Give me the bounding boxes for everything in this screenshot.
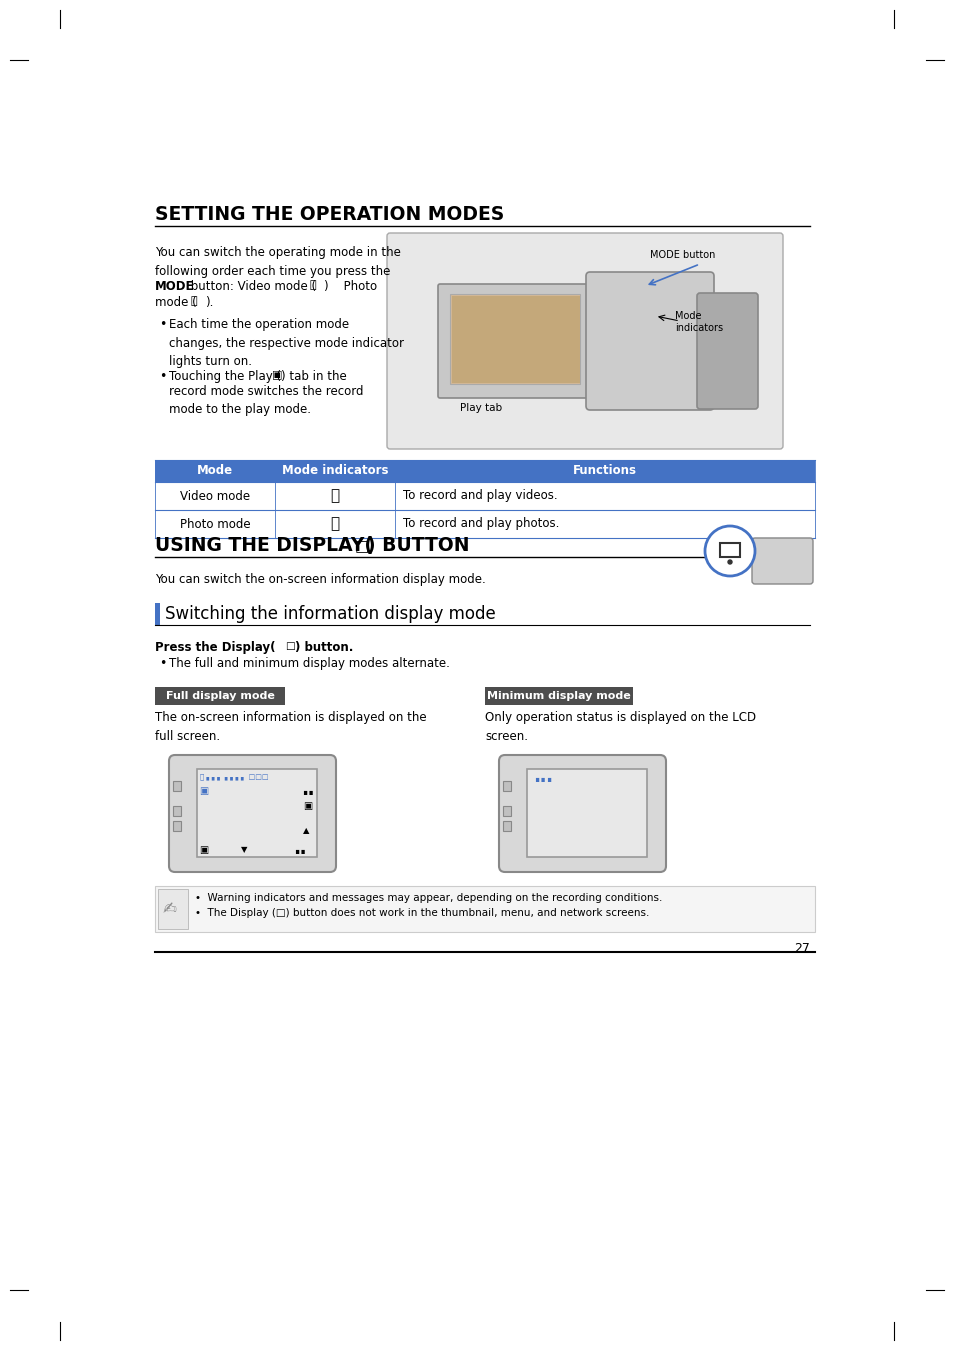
Bar bbox=[502, 821, 511, 832]
Text: Mode
indicators: Mode indicators bbox=[675, 310, 722, 332]
Text: ) BUTTON: ) BUTTON bbox=[367, 536, 469, 555]
Bar bbox=[484, 687, 633, 705]
Circle shape bbox=[704, 526, 754, 576]
Circle shape bbox=[727, 560, 731, 564]
Text: Only operation status is displayed on the LCD
screen.: Only operation status is displayed on th… bbox=[484, 711, 756, 743]
Text: □: □ bbox=[355, 539, 369, 553]
Text: 🎥: 🎥 bbox=[330, 489, 339, 504]
Text: •: • bbox=[159, 319, 166, 331]
Text: 📷: 📷 bbox=[191, 296, 197, 306]
Bar bbox=[196, 769, 316, 857]
Text: Mode: Mode bbox=[196, 464, 233, 478]
Text: □: □ bbox=[285, 641, 294, 651]
Bar bbox=[154, 603, 160, 625]
Text: ▣: ▣ bbox=[303, 801, 312, 811]
FancyBboxPatch shape bbox=[498, 755, 665, 872]
Bar bbox=[172, 782, 181, 791]
Text: You can switch the on-screen information display mode.: You can switch the on-screen information… bbox=[154, 572, 485, 586]
Text: SETTING THE OPERATION MODES: SETTING THE OPERATION MODES bbox=[154, 205, 504, 224]
Text: 🎥 ▖▖▖ ▖▖▖▖ □□□: 🎥 ▖▖▖ ▖▖▖▖ □□□ bbox=[200, 774, 268, 779]
FancyBboxPatch shape bbox=[437, 284, 592, 398]
Text: To record and play photos.: To record and play photos. bbox=[402, 517, 558, 531]
Bar bbox=[158, 890, 188, 929]
Text: Full display mode: Full display mode bbox=[166, 691, 274, 701]
Bar bbox=[172, 821, 181, 832]
Text: ) tab in the: ) tab in the bbox=[281, 370, 346, 383]
Bar bbox=[502, 806, 511, 815]
Text: 🎥: 🎥 bbox=[310, 279, 316, 290]
Bar bbox=[720, 543, 740, 558]
Text: To record and play videos.: To record and play videos. bbox=[402, 490, 558, 502]
Bar bbox=[154, 482, 814, 510]
FancyBboxPatch shape bbox=[169, 755, 335, 872]
Bar bbox=[502, 782, 511, 791]
Text: •  The Display (□) button does not work in the thumbnail, menu, and network scre: • The Display (□) button does not work i… bbox=[194, 909, 649, 918]
Bar bbox=[154, 460, 814, 482]
Text: ▖▖▖: ▖▖▖ bbox=[535, 774, 554, 782]
Text: Video mode: Video mode bbox=[180, 490, 250, 502]
Text: Switching the information display mode: Switching the information display mode bbox=[165, 605, 496, 622]
FancyBboxPatch shape bbox=[387, 234, 782, 450]
Text: record mode switches the record
mode to the play mode.: record mode switches the record mode to … bbox=[169, 385, 363, 417]
Text: Minimum display mode: Minimum display mode bbox=[487, 691, 630, 701]
Text: ▲: ▲ bbox=[303, 826, 309, 836]
Text: Mode indicators: Mode indicators bbox=[281, 464, 388, 478]
Text: Touching the Play (: Touching the Play ( bbox=[169, 370, 281, 383]
Text: mode (: mode ( bbox=[154, 296, 196, 309]
Text: Photo mode: Photo mode bbox=[179, 517, 250, 531]
Bar bbox=[450, 294, 579, 383]
Text: )    Photo: ) Photo bbox=[324, 279, 376, 293]
Text: •: • bbox=[159, 657, 166, 670]
Text: ▣: ▣ bbox=[199, 845, 208, 855]
FancyBboxPatch shape bbox=[585, 271, 713, 410]
Text: ▖▖: ▖▖ bbox=[294, 845, 308, 855]
Bar bbox=[172, 806, 181, 815]
Text: ▣: ▣ bbox=[199, 786, 208, 796]
Text: USING THE DISPLAY(: USING THE DISPLAY( bbox=[154, 536, 373, 555]
Text: ▣: ▣ bbox=[272, 370, 282, 379]
Text: Play tab: Play tab bbox=[459, 404, 501, 413]
Text: MODE: MODE bbox=[154, 279, 194, 293]
Text: ▖▖: ▖▖ bbox=[303, 786, 315, 795]
Text: MODE button: MODE button bbox=[649, 250, 715, 261]
Bar bbox=[526, 769, 646, 857]
Text: •  Warning indicators and messages may appear, depending on the recording condit: • Warning indicators and messages may ap… bbox=[194, 892, 661, 903]
Text: The on-screen information is displayed on the
full screen.: The on-screen information is displayed o… bbox=[154, 711, 426, 743]
Text: Press the Display(: Press the Display( bbox=[154, 641, 275, 653]
Bar bbox=[154, 886, 814, 931]
Bar bbox=[452, 296, 579, 383]
Text: Each time the operation mode
changes, the respective mode indicator
lights turn : Each time the operation mode changes, th… bbox=[169, 319, 403, 369]
Text: You can switch the operating mode in the
following order each time you press the: You can switch the operating mode in the… bbox=[154, 246, 400, 278]
Text: •: • bbox=[159, 370, 166, 383]
Text: Functions: Functions bbox=[573, 464, 637, 478]
FancyBboxPatch shape bbox=[697, 293, 758, 409]
Text: ).: ). bbox=[205, 296, 213, 309]
Text: 📷: 📷 bbox=[330, 517, 339, 532]
Text: ) button.: ) button. bbox=[294, 641, 353, 653]
Text: button: Video mode (: button: Video mode ( bbox=[187, 279, 315, 293]
Text: The full and minimum display modes alternate.: The full and minimum display modes alter… bbox=[169, 657, 450, 670]
Bar bbox=[154, 687, 285, 705]
Text: 27: 27 bbox=[793, 942, 809, 954]
FancyBboxPatch shape bbox=[751, 539, 812, 585]
Bar bbox=[154, 510, 814, 539]
Text: ✍: ✍ bbox=[163, 900, 176, 918]
Text: ▼: ▼ bbox=[241, 845, 247, 855]
